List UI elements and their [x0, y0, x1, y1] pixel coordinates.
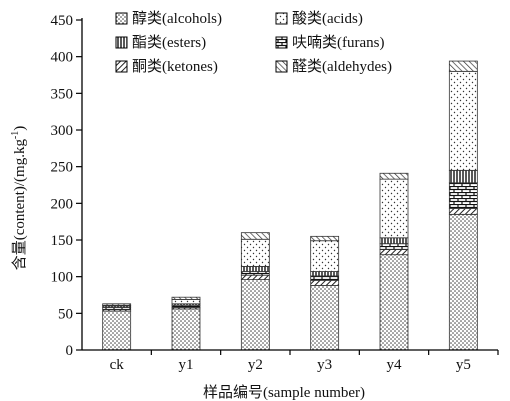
- y-tick-label: 250: [51, 160, 74, 176]
- legend-swatch: [275, 36, 288, 49]
- bar-segment: [240, 238, 270, 267]
- bar-segment: [310, 240, 340, 272]
- bar-segment: [379, 249, 409, 256]
- bar-segment: [310, 285, 340, 351]
- y-tick-label: 0: [66, 343, 74, 359]
- x-tick-label: y5: [456, 357, 471, 373]
- x-tick-label: y3: [317, 357, 332, 373]
- y-tick-label: 50: [58, 306, 73, 322]
- legend-swatch: [115, 36, 128, 49]
- legend-label: 酸类(acids): [292, 10, 363, 27]
- y-tick-label: 100: [51, 270, 74, 286]
- y-tick-label: 150: [51, 233, 74, 249]
- bar-segment: [240, 274, 270, 281]
- y-axis-title: 含量(content)/(mg.kg-1): [10, 126, 28, 271]
- legend-swatch: [275, 12, 288, 25]
- bar-segment: [240, 232, 270, 240]
- bar-segment: [379, 237, 409, 245]
- bar-segment: [240, 265, 270, 272]
- x-axis: ck y1 y2 y3 y4 y5: [82, 349, 499, 373]
- legend-label: 酮类(ketones): [132, 58, 218, 75]
- bar-segment: [171, 296, 201, 300]
- bar-segment: [240, 279, 270, 351]
- bar-segment: [310, 279, 340, 286]
- x-tick-label: y2: [248, 357, 263, 373]
- x-tick-label: y1: [179, 357, 194, 373]
- bar-segment: [310, 271, 340, 277]
- legend-label: 酯类(esters): [132, 34, 206, 51]
- bar-segment: [448, 70, 478, 171]
- bar-segment: [310, 275, 340, 281]
- bar-segment: [102, 310, 132, 351]
- x-axis-title: 样品编号(sample number): [203, 384, 365, 401]
- legend-label: 醛类(aldehydes): [292, 58, 392, 75]
- bar-segment: [448, 182, 478, 209]
- bar-segment: [379, 178, 409, 239]
- plot-area: [102, 60, 478, 351]
- y-tick-label: 400: [51, 50, 74, 66]
- legend-label: 呋喃类(furans): [292, 34, 384, 51]
- legend-swatch: [275, 60, 288, 73]
- x-tick-label: ck: [110, 357, 125, 373]
- bar-segment: [310, 235, 340, 242]
- bar-segment: [448, 60, 478, 72]
- legend-swatch: [115, 12, 128, 25]
- legend-swatch: [115, 60, 128, 73]
- y-axis: 0 50 100 150 200 250 300 350 400 450: [51, 13, 83, 359]
- y-tick-label: 300: [51, 123, 74, 139]
- y-tick-label: 350: [51, 86, 74, 102]
- y-tick-label: 200: [51, 196, 74, 212]
- legend: 醇类(alcohols) 酸类(acids) 酯类(esters) 呋喃类(furan…: [115, 10, 392, 75]
- x-tick-label: y4: [387, 357, 403, 373]
- bar-segment: [448, 169, 478, 184]
- legend-label: 醇类(alcohols): [132, 10, 222, 27]
- bar-segment: [379, 172, 409, 180]
- bar-segment: [448, 208, 478, 215]
- y-tick-label: 450: [51, 13, 74, 29]
- bar-segment: [379, 243, 409, 250]
- bar-segment: [379, 254, 409, 351]
- bar-segment: [240, 271, 270, 276]
- bar-segment: [448, 213, 478, 351]
- bar-segment: [171, 298, 201, 305]
- bar-segment: [171, 308, 201, 351]
- bar-segment: [102, 303, 132, 306]
